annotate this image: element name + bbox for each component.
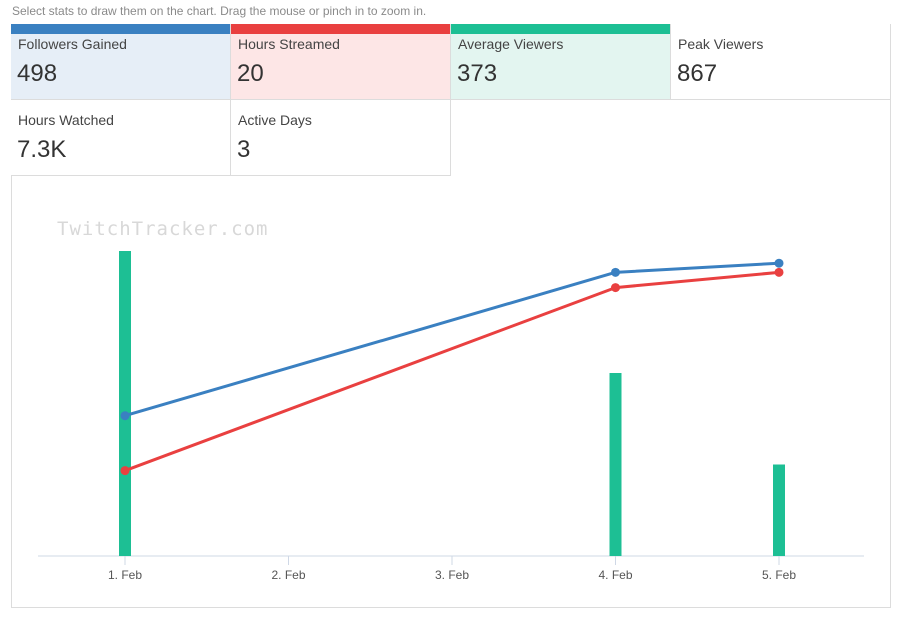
stat-active-days[interactable]: Active Days 3 [231, 100, 451, 176]
stat-color-bar [231, 100, 450, 110]
series-line [124, 261, 780, 418]
stat-value: 3 [237, 136, 251, 163]
stat-followers-gained[interactable]: Followers Gained 498 [11, 24, 231, 100]
data-point [611, 283, 620, 293]
stat-label: Peak Viewers [678, 36, 764, 52]
watermark: TwitchTracker.com [57, 218, 268, 240]
stat-tiles: Followers Gained 498 Hours Streamed 20 A… [11, 24, 891, 176]
stat-label: Hours Streamed [238, 36, 340, 52]
stat-label: Followers Gained [18, 36, 127, 52]
x-tick-label: 5. Feb [762, 568, 796, 582]
bar [773, 464, 785, 556]
data-point [120, 411, 130, 421]
x-tick-label: 3. Feb [435, 568, 469, 582]
stat-color-bar [231, 24, 450, 34]
stat-average-viewers[interactable]: Average Viewers 373 [451, 24, 671, 100]
stat-value: 498 [17, 60, 58, 87]
bar [119, 251, 131, 556]
x-axis: 1. Feb 2. Feb 3. Feb 4. Feb 5. Feb [108, 556, 796, 582]
series-line [124, 270, 780, 473]
data-point [774, 258, 784, 268]
stat-hours-watched[interactable]: Hours Watched 7.3K [11, 100, 231, 176]
stat-color-bar [671, 24, 890, 34]
x-tick-label: 1. Feb [108, 568, 142, 582]
stat-value: 20 [237, 60, 264, 87]
stat-value: 7.3K [17, 136, 67, 163]
stats-chart[interactable]: TwitchTracker.com 1. Feb 2. Feb 3. Feb 4. F… [11, 176, 891, 608]
stat-color-bar [451, 24, 670, 34]
stat-color-bar [11, 24, 230, 34]
data-point [774, 267, 784, 277]
bar [609, 373, 622, 556]
data-point [120, 466, 130, 476]
stat-hours-streamed[interactable]: Hours Streamed 20 [231, 24, 451, 100]
stat-label: Average Viewers [458, 36, 564, 52]
stat-peak-viewers[interactable]: Peak Viewers 867 [671, 24, 891, 100]
stat-color-bar [11, 100, 230, 110]
x-tick-label: 4. Feb [598, 568, 632, 582]
stat-label: Active Days [238, 112, 312, 128]
bar-series [119, 251, 785, 556]
line-series [120, 258, 784, 476]
stat-value: 373 [457, 60, 498, 87]
stat-label: Hours Watched [18, 112, 114, 128]
data-point [611, 267, 620, 277]
x-tick-label: 2. Feb [271, 568, 305, 582]
chart-hint: Select stats to draw them on the chart. … [12, 4, 427, 18]
stat-value: 867 [677, 60, 718, 87]
